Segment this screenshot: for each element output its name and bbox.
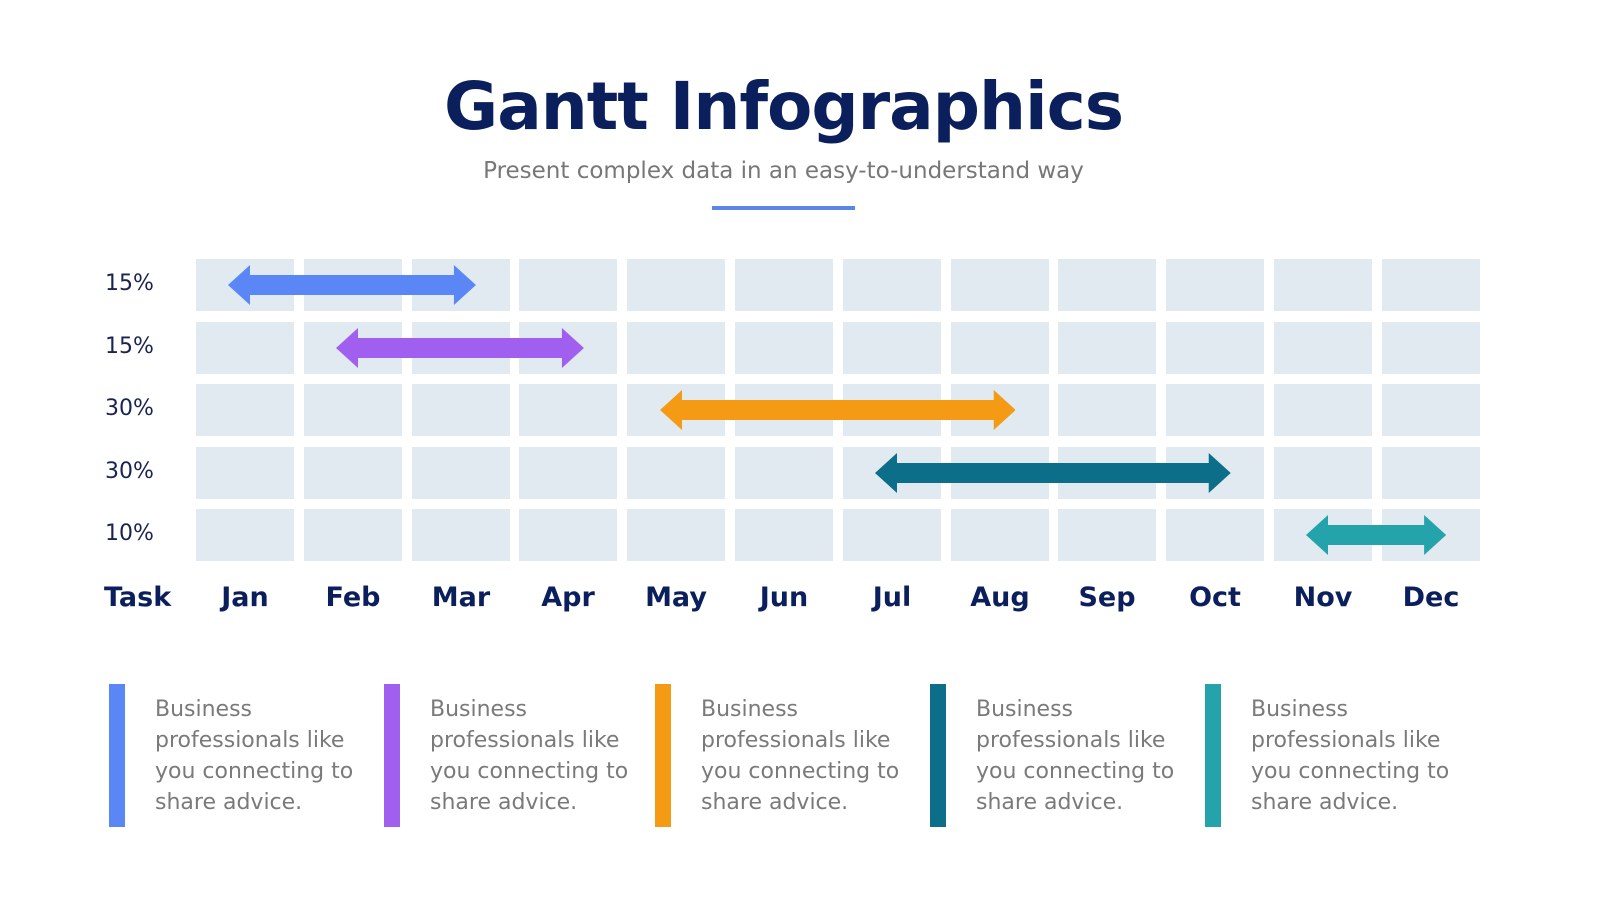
month-label: Feb (325, 582, 381, 613)
grid-cell (412, 447, 510, 499)
legend-color-bar (1205, 684, 1221, 827)
grid-cell (951, 322, 1049, 374)
grid-cell (735, 509, 833, 561)
grid-cell (843, 322, 941, 374)
row-label: 15% (105, 271, 154, 296)
double-arrow-icon (1306, 515, 1447, 555)
legend-text: Business professionals like you connecti… (155, 697, 354, 815)
grid-cell (1166, 259, 1264, 311)
double-arrow-icon (875, 453, 1231, 493)
page-title: Gantt Infographics (444, 68, 1124, 145)
grid-cell (843, 259, 941, 311)
grid-cell (951, 509, 1049, 561)
grid-cell (1274, 384, 1372, 436)
task-bar-arrow (228, 265, 477, 305)
grid-cell (1274, 322, 1372, 374)
task-bar-arrow (336, 328, 585, 368)
grid-cell (1382, 447, 1480, 499)
grid-cell (1166, 322, 1264, 374)
grid-cell (627, 447, 725, 499)
legend-color-bar (384, 684, 400, 827)
legend-text: Business professionals like you connecti… (1251, 697, 1450, 815)
row-label: 30% (105, 459, 154, 484)
month-label: Nov (1293, 582, 1353, 613)
month-label: Mar (431, 582, 491, 613)
task-bar-arrow (875, 453, 1231, 493)
month-label: Jan (221, 582, 269, 613)
legend-color-bar (930, 684, 946, 827)
grid-cell (519, 447, 617, 499)
grid-cell (304, 509, 402, 561)
grid-cell (1058, 259, 1156, 311)
grid-cell (519, 384, 617, 436)
row-label: 30% (105, 396, 154, 421)
legend-text: Business professionals like you connecti… (976, 697, 1175, 815)
grid-cell (412, 509, 510, 561)
grid-cell (196, 384, 294, 436)
month-label: Dec (1402, 582, 1460, 613)
legend-text: Business professionals like you connecti… (701, 697, 900, 815)
double-arrow-icon (336, 328, 585, 368)
double-arrow-icon (228, 265, 477, 305)
row-label: 15% (105, 334, 154, 359)
grid-cell (412, 384, 510, 436)
axis-task-label: Task (104, 582, 172, 613)
grid-cell (735, 447, 833, 499)
month-label: Jul (872, 582, 912, 613)
month-label: Apr (541, 582, 595, 613)
month-label: May (645, 582, 707, 613)
row-label: 10% (105, 521, 154, 546)
grid-cell (627, 322, 725, 374)
legend-text: Business professionals like you connecti… (430, 697, 629, 815)
grid-cell (1058, 509, 1156, 561)
month-label: Sep (1078, 582, 1136, 613)
grid-cell (196, 322, 294, 374)
grid-cell (1274, 259, 1372, 311)
task-bar-arrow (659, 390, 1016, 430)
grid-cell (735, 259, 833, 311)
month-label: Oct (1189, 582, 1241, 613)
grid-cell (1274, 447, 1372, 499)
grid-cell (1058, 384, 1156, 436)
task-bar-arrow (1306, 515, 1447, 555)
grid-cell (627, 509, 725, 561)
month-label: Aug (970, 582, 1030, 613)
grid-cell (196, 447, 294, 499)
month-label: Jun (759, 582, 809, 613)
grid-cell (1166, 384, 1264, 436)
page-subtitle: Present complex data in an easy-to-under… (483, 158, 1084, 184)
title-underline (712, 206, 855, 210)
legend-color-bar (109, 684, 125, 827)
legend-color-bar (655, 684, 671, 827)
grid-cell (196, 509, 294, 561)
grid-cell (843, 509, 941, 561)
grid-cell (519, 259, 617, 311)
grid-cell (1166, 509, 1264, 561)
grid-cell (1382, 259, 1480, 311)
grid-cell (1058, 322, 1156, 374)
grid-cell (304, 447, 402, 499)
grid-cell (951, 259, 1049, 311)
grid-cell (1382, 384, 1480, 436)
grid-cell (627, 259, 725, 311)
grid-cell (519, 509, 617, 561)
double-arrow-icon (659, 390, 1016, 430)
grid-cell (735, 322, 833, 374)
grid-cell (304, 384, 402, 436)
grid-cell (1382, 322, 1480, 374)
